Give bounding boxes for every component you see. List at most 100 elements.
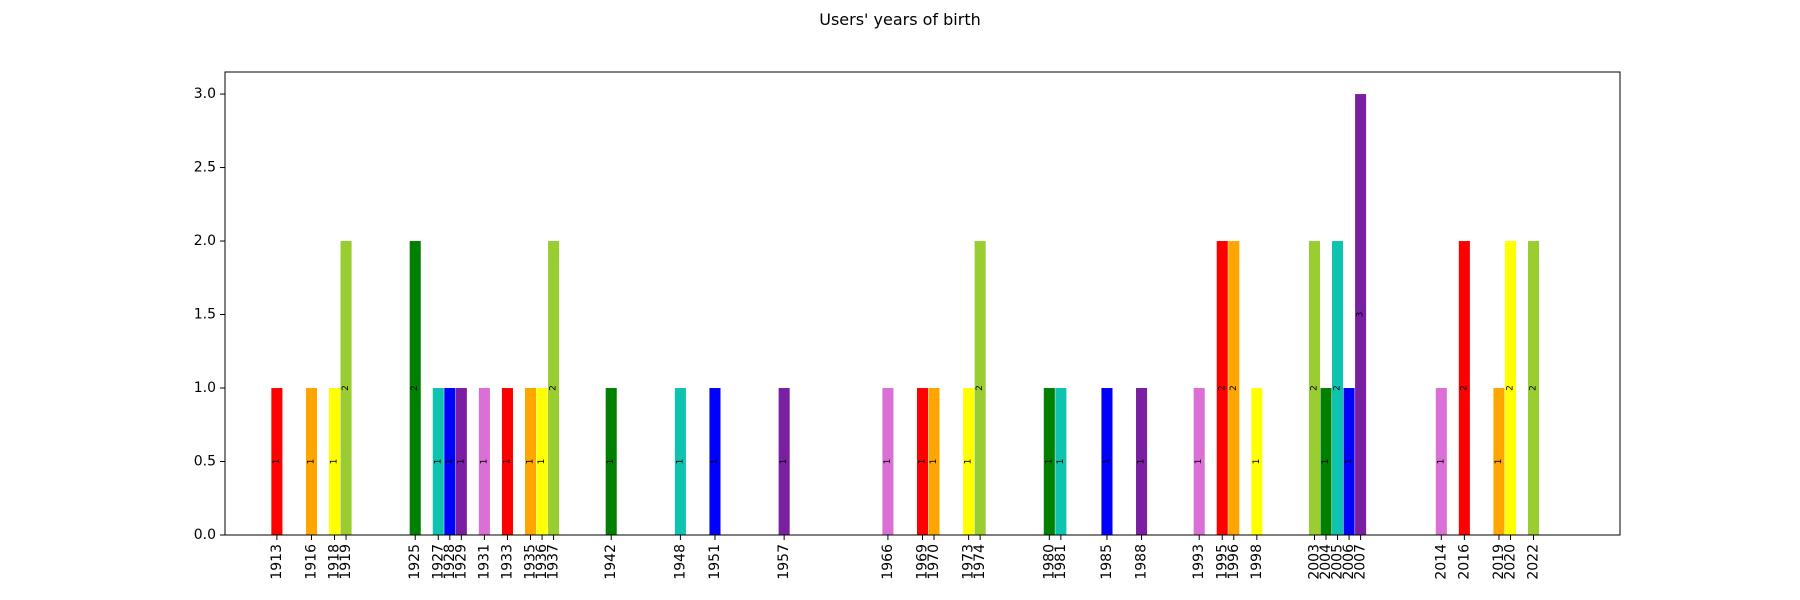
bar-value-label-1927: 1 (433, 459, 443, 465)
x-tick-label-1933: 1933 (499, 544, 515, 580)
x-tick-label-1951: 1951 (707, 544, 723, 580)
chart-title: Users' years of birth (819, 10, 981, 29)
bar-value-label-2007: 3 (1356, 312, 1366, 318)
bar-value-label-1931: 1 (479, 459, 489, 465)
bar-value-label-1925: 2 (410, 385, 420, 391)
bar-1981 (1055, 388, 1067, 535)
bar-1998 (1251, 388, 1263, 535)
x-tick-label-1913: 1913 (269, 544, 285, 580)
y-tick-label-0.5: 0.5 (194, 454, 216, 470)
bar-value-label-2014: 1 (1436, 459, 1446, 465)
bar-value-label-1919: 2 (341, 385, 351, 391)
y-tick-label-1.5: 1.5 (194, 307, 216, 323)
bar-2005 (1332, 241, 1344, 536)
bar-2019 (1493, 388, 1505, 535)
x-tick-label-1957: 1957 (776, 544, 792, 580)
x-tick-label-2022: 2022 (1526, 544, 1542, 580)
y-tick-label-0.0: 0.0 (194, 527, 216, 543)
x-tick-label-1936: 1936 (534, 544, 550, 580)
x-tick-label-1935: 1935 (523, 544, 539, 580)
x-tick-label-1988: 1988 (1134, 544, 1150, 580)
x-tick-label-1995: 1995 (1214, 544, 1230, 580)
bar-value-label-1935: 1 (526, 459, 536, 465)
bar-1916 (305, 388, 318, 535)
bar-1993 (1193, 388, 1205, 535)
bar-1925 (409, 241, 421, 536)
plot-frame (224, 71, 1621, 536)
x-tick-label-1931: 1931 (476, 544, 492, 580)
bar-2007 (1355, 94, 1367, 536)
x-tick-label-1974: 1974 (972, 544, 988, 580)
x-tick-label-2020: 2020 (1502, 544, 1518, 580)
bar-1969 (916, 388, 929, 535)
x-tick-label-2005: 2005 (1330, 544, 1346, 580)
bar-value-label-1918: 1 (330, 459, 340, 465)
bar-value-label-2006: 1 (1344, 459, 1354, 465)
bar-value-label-1970: 1 (929, 459, 939, 465)
bar-value-label-2004: 1 (1321, 459, 1331, 465)
bar-value-label-1936: 1 (537, 459, 547, 465)
bar-value-label-2003: 2 (1309, 385, 1319, 391)
x-tick-label-1919: 1919 (338, 544, 354, 580)
x-tick-label-2014: 2014 (1433, 544, 1449, 580)
y-tick-label-1.0: 1.0 (194, 380, 216, 396)
bar-value-label-1957: 1 (779, 459, 789, 465)
bar-2016 (1458, 241, 1470, 536)
x-tick-label-2004: 2004 (1318, 544, 1334, 580)
bar-1980 (1043, 388, 1055, 535)
x-tick-label-1993: 1993 (1191, 544, 1207, 580)
bar-1933 (501, 388, 513, 535)
x-tick-label-2019: 2019 (1491, 544, 1507, 580)
bar-1966 (882, 388, 894, 535)
bar-1988 (1136, 388, 1148, 535)
bar-value-label-1995: 2 (1217, 385, 1227, 391)
bar-1985 (1101, 388, 1113, 535)
bar-value-label-2022: 2 (1529, 385, 1539, 391)
bar-1942 (605, 388, 617, 535)
x-tick-label-1948: 1948 (672, 544, 688, 580)
x-tick-label-1969: 1969 (915, 544, 931, 580)
y-axis: 0.0 0.5 1.0 1.5 2.0 2.5 3.0 (194, 86, 225, 543)
bar-value-label-1993: 1 (1194, 459, 1204, 465)
bars-layer (271, 94, 1540, 536)
bar-value-label-1951: 1 (710, 459, 720, 465)
x-tick-label-1980: 1980 (1041, 544, 1057, 580)
bar-1913 (271, 388, 283, 535)
bar-2004 (1320, 388, 1332, 535)
bar-value-label-1948: 1 (675, 459, 685, 465)
bar-1951 (709, 388, 721, 535)
x-tick-label-1996: 1996 (1226, 544, 1242, 580)
x-tick-label-1925: 1925 (407, 544, 423, 580)
x-tick-label-1981: 1981 (1053, 544, 1069, 580)
bar-2003 (1308, 241, 1321, 536)
bar-value-label-2019: 1 (1494, 459, 1504, 465)
x-tick-label-2007: 2007 (1353, 544, 1369, 580)
bar-1936 (536, 388, 548, 535)
bar-1918 (328, 388, 341, 535)
bar-value-label-1980: 1 (1044, 459, 1054, 465)
bar-value-label-1985: 1 (1102, 459, 1112, 465)
bar-value-label-1988: 1 (1137, 459, 1147, 465)
bar-value-label-1942: 1 (606, 459, 616, 465)
bar-1935 (524, 388, 537, 535)
x-tick-label-1973: 1973 (961, 544, 977, 580)
x-tick-label-1942: 1942 (603, 544, 619, 580)
bar-2006 (1343, 388, 1355, 535)
bar-1948 (674, 388, 686, 535)
y-tick-label-2.5: 2.5 (194, 160, 216, 176)
bar-2022 (1527, 241, 1540, 536)
x-tick-label-2003: 2003 (1306, 544, 1322, 580)
bar-1931 (478, 388, 490, 535)
bar-value-label-1969: 1 (918, 459, 928, 465)
x-tick-label-1970: 1970 (926, 544, 942, 580)
x-tick-label-1928: 1928 (442, 544, 458, 580)
bar-1957 (778, 388, 790, 535)
bar-1996 (1228, 241, 1240, 536)
x-tick-label-1918: 1918 (327, 544, 343, 580)
x-tick-label-1937: 1937 (546, 544, 562, 580)
bar-value-label-1981: 1 (1056, 459, 1066, 465)
x-tick-label-1966: 1966 (880, 544, 896, 580)
